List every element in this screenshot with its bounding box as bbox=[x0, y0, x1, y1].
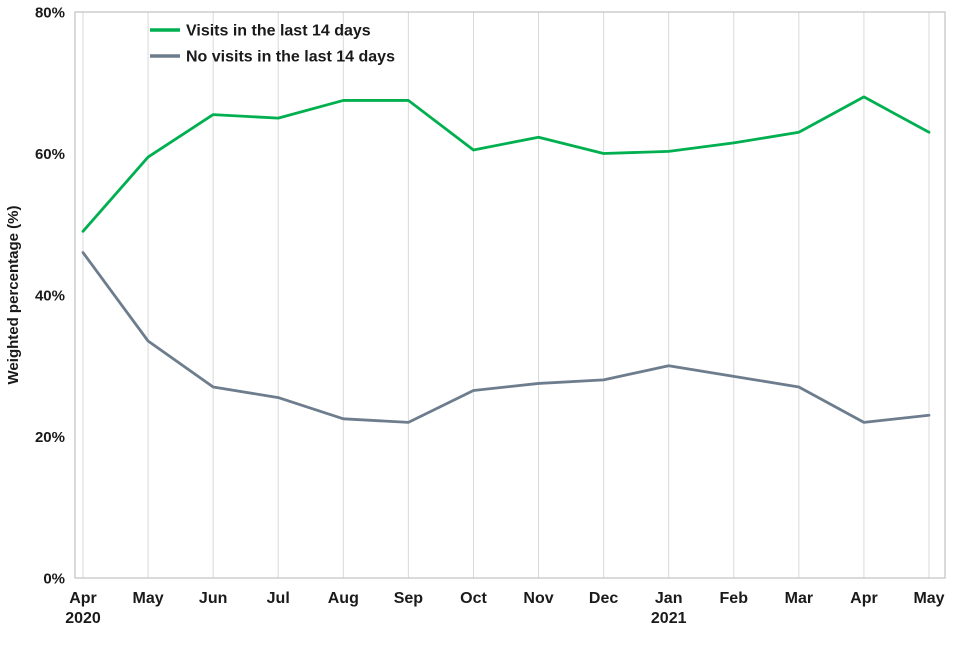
y-tick-label: 20% bbox=[35, 429, 65, 446]
legend-label-0: Visits in the last 14 days bbox=[186, 23, 371, 40]
x-tick-label: Oct bbox=[460, 590, 487, 607]
x-tick-label: Aug bbox=[328, 590, 359, 607]
plot-border bbox=[74, 11, 946, 579]
x-tick-label: Feb bbox=[720, 590, 749, 607]
series-line-1 bbox=[81, 251, 931, 424]
gridlines bbox=[82, 12, 930, 578]
x-tick-year-label: 2020 bbox=[65, 610, 101, 627]
x-tick-label: Apr bbox=[69, 590, 97, 607]
y-axis-title: Weighted percentage (%) bbox=[5, 206, 22, 385]
x-tick-label: Apr bbox=[850, 590, 878, 607]
legend-label-1: No visits in the last 14 days bbox=[186, 49, 395, 66]
x-tick-label: Jun bbox=[199, 590, 227, 607]
series-line-0 bbox=[81, 95, 931, 233]
x-tick-label: Jul bbox=[267, 590, 290, 607]
x-tick-label: Jan bbox=[655, 590, 683, 607]
x-axis-ticks: Apr 2020 May Jun Jul Aug Sep Oct Nov Dec Jan 2021 Fe… bbox=[65, 590, 944, 627]
legend: Visits in the last 14 days No visits in t… bbox=[150, 23, 395, 66]
y-tick-label: 40% bbox=[35, 288, 65, 305]
y-axis-ticks: 0% 20% 40% 60% 80% bbox=[35, 5, 65, 588]
x-tick-label: Mar bbox=[785, 590, 813, 607]
x-tick-year-label: 2021 bbox=[651, 610, 687, 627]
x-tick-label: Nov bbox=[523, 590, 553, 607]
x-tick-label: Sep bbox=[394, 590, 424, 607]
y-tick-label: 60% bbox=[35, 146, 65, 163]
x-tick-label: May bbox=[133, 590, 164, 607]
x-tick-label: Dec bbox=[589, 590, 618, 607]
y-tick-label: 0% bbox=[43, 571, 65, 588]
y-tick-label: 80% bbox=[35, 5, 65, 22]
x-tick-label: May bbox=[913, 590, 944, 607]
